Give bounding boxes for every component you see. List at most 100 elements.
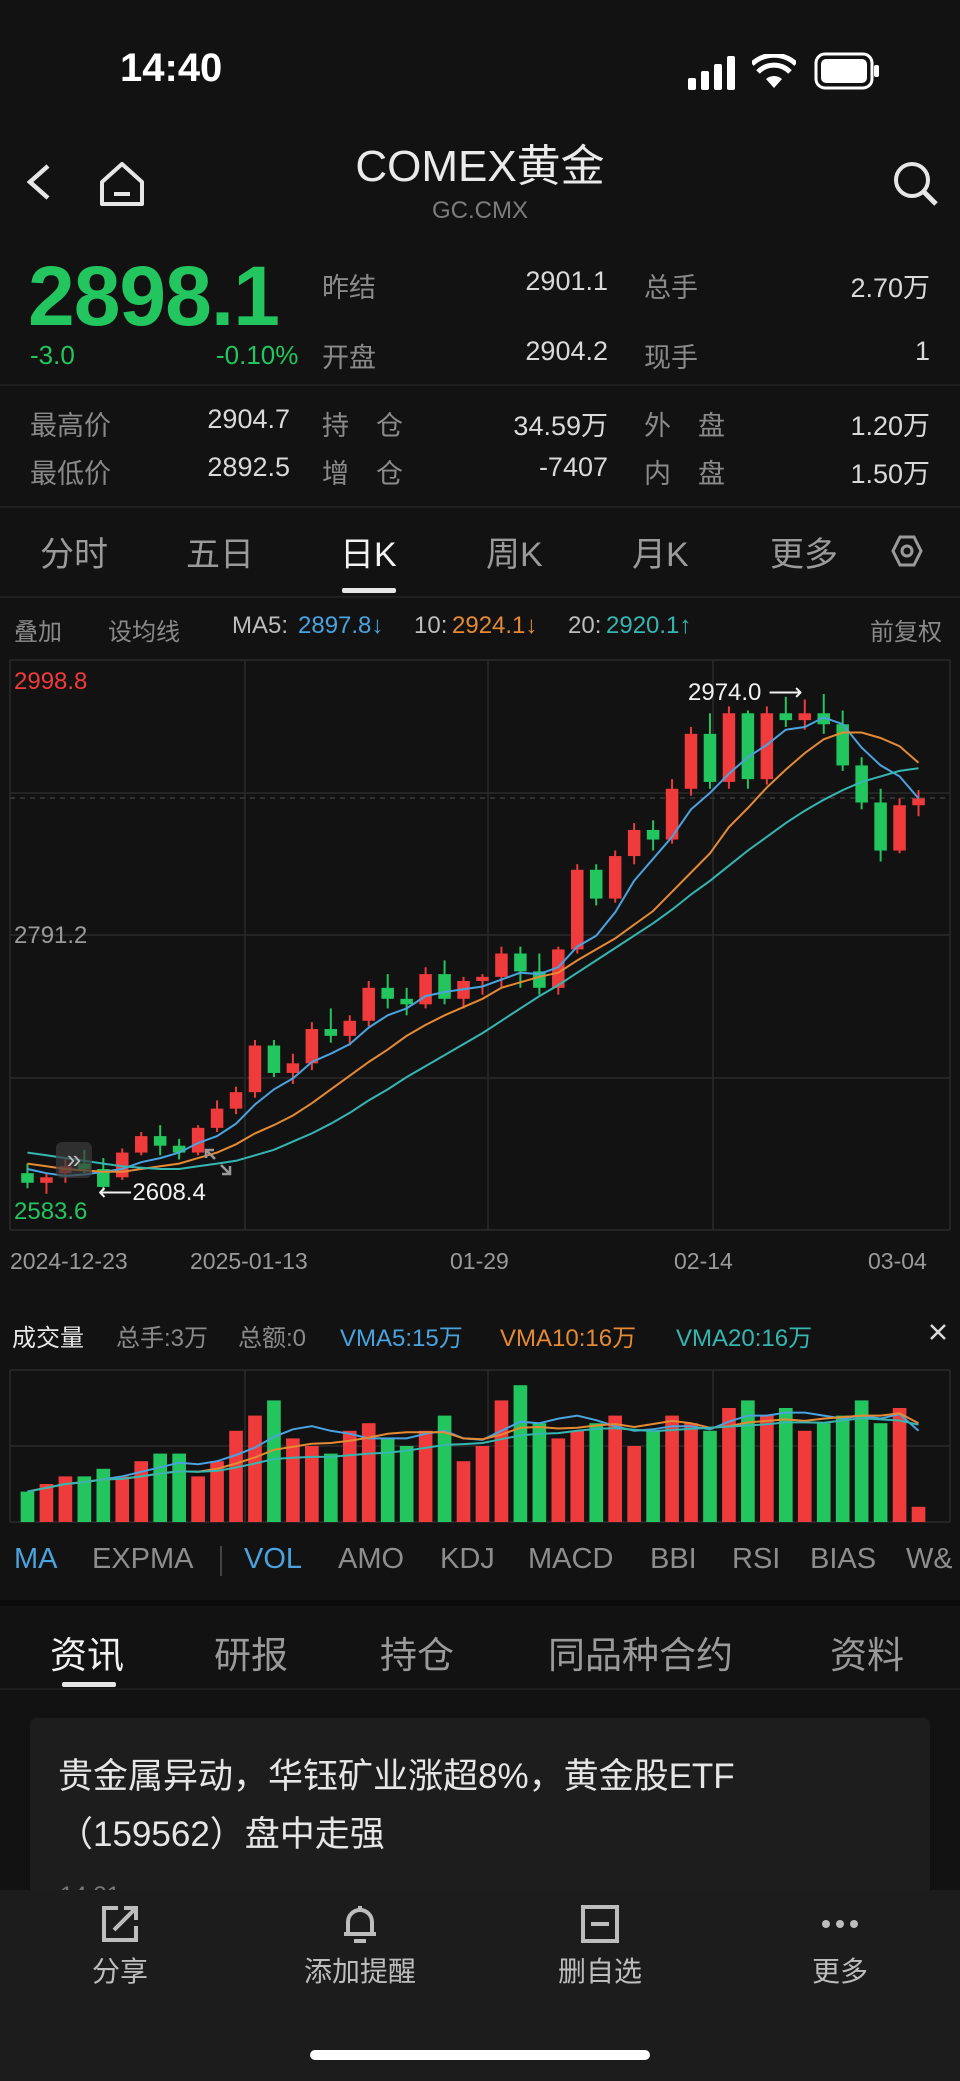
remove-watchlist-icon[interactable] (510, 1902, 690, 1951)
news-tab-profile[interactable]: 资料 (830, 1635, 904, 1676)
volume-bar (286, 1438, 300, 1522)
ma10-label: 10: (414, 612, 448, 639)
candle-body (874, 802, 887, 851)
tab-monthly-k[interactable]: 月K (632, 536, 689, 574)
bell-icon[interactable] (270, 1902, 450, 1951)
candle-body (97, 1169, 110, 1187)
share-icon[interactable] (30, 1902, 210, 1951)
ma5-line (27, 716, 920, 1177)
volume-bar (437, 1415, 452, 1522)
back-icon[interactable] (18, 160, 62, 204)
search-icon[interactable] (890, 158, 942, 210)
candle-body (324, 1029, 338, 1036)
close-icon[interactable] (928, 1322, 948, 1342)
candle-body (286, 1063, 300, 1073)
tab-daily-k[interactable]: 日K (340, 536, 397, 574)
indicator-tab-ma[interactable]: MA (14, 1543, 58, 1575)
volume-title: 成交量 (12, 1325, 84, 1352)
candle-body (589, 869, 603, 899)
indicator-tab-rsi[interactable]: RSI (732, 1543, 781, 1575)
tab-weekly-k[interactable]: 周K (486, 536, 543, 574)
chevrons-right-icon[interactable]: » (56, 1142, 92, 1178)
news-card[interactable] (30, 1718, 930, 1918)
news-tab-positions[interactable]: 持仓 (380, 1635, 454, 1676)
home-indicator (310, 2050, 650, 2060)
indicator-tab-wr[interactable]: W& (906, 1543, 952, 1575)
ma5-value: 2897.8↓ (298, 612, 384, 639)
share-button[interactable]: 分享 (91, 1956, 148, 1987)
candle-body (817, 713, 830, 725)
add-alert-button[interactable]: 添加提醒 (303, 1956, 416, 1987)
y-low-label: 2583.6 (14, 1198, 88, 1225)
volume-bar (684, 1423, 698, 1522)
page-subtitle: GC.CMX (432, 197, 528, 224)
candle-body (172, 1145, 186, 1153)
candle-body (362, 987, 375, 1021)
volume-bar (570, 1430, 585, 1522)
candle-body (305, 1029, 319, 1064)
price-change-percent: -0.10% (216, 340, 299, 370)
indicator-tab-bbi[interactable]: BBI (650, 1543, 697, 1575)
volume-total-hands: 总手:3万 (116, 1325, 209, 1352)
more-icon[interactable] (750, 1902, 930, 1951)
settings-icon[interactable] (890, 534, 924, 568)
candle-body (893, 805, 906, 851)
indicator-tab-amo[interactable]: AMO (338, 1543, 405, 1575)
candle-body (400, 998, 413, 1005)
stat-value: 2901.1 (525, 266, 608, 296)
candle-body (646, 829, 660, 840)
overlay-button[interactable]: 叠加 (14, 619, 62, 646)
set-ma-button[interactable]: 设均线 (108, 619, 180, 646)
min-price-annotation: ⟵2608.4 (98, 1179, 206, 1206)
tab-more[interactable]: 更多 (770, 536, 838, 574)
candlestick-chart[interactable] (0, 650, 960, 1690)
volume-bar (513, 1385, 528, 1522)
price-adjust-button[interactable]: 前复权 (870, 619, 942, 646)
x-tick-label: 02-14 (674, 1248, 733, 1274)
x-tick-label: 2024-12-23 (10, 1248, 128, 1274)
volume-bar (551, 1438, 566, 1522)
indicator-tab-bias[interactable]: BIAS (810, 1543, 877, 1575)
indicator-tab-macd[interactable]: MACD (528, 1543, 614, 1575)
volume-bars (20, 1385, 926, 1522)
indicator-tab-kdj[interactable]: KDJ (440, 1543, 495, 1575)
volume-bar (248, 1415, 262, 1522)
tab-intraday[interactable]: 分时 (40, 536, 108, 574)
indicator-tab-vol[interactable]: VOL (244, 1543, 303, 1575)
ma-lines (27, 716, 920, 1177)
volume-bar (854, 1400, 869, 1522)
news-tab-reports[interactable]: 研报 (214, 1635, 288, 1676)
volume-bar (797, 1430, 812, 1522)
ma5-label: MA5: (232, 612, 289, 639)
indicator-tab-expma[interactable]: EXPMA (92, 1543, 194, 1575)
candle-body (153, 1136, 167, 1146)
stat-value: 1 (914, 336, 930, 366)
news-tab-contracts[interactable]: 同品种合约 (548, 1635, 733, 1676)
volume-bar (532, 1423, 547, 1522)
volume-bar (722, 1408, 736, 1522)
vma10-value: VMA10:16万 (500, 1325, 637, 1352)
candle-body (627, 829, 641, 857)
volume-bar (608, 1415, 623, 1522)
candle-body (191, 1127, 205, 1153)
volume-bar (58, 1476, 73, 1522)
candle-body (40, 1177, 53, 1183)
news-title[interactable]: 贵金属异动，华钰矿业涨超8%，黄金股ETF（159562）盘中走强 (58, 1757, 735, 1854)
candle-body (684, 733, 698, 789)
vma20-line (27, 1417, 919, 1493)
tab-five-day[interactable]: 五日 (186, 536, 254, 574)
candle-body (798, 713, 812, 721)
home-icon[interactable] (96, 158, 148, 210)
candle-body (134, 1136, 148, 1153)
volume-bar (267, 1400, 281, 1522)
last-price: 2898.1 (28, 249, 280, 343)
ma20-value: 2920.1↑ (606, 612, 692, 639)
volume-bar (115, 1476, 130, 1522)
news-tab-info[interactable]: 资讯 (50, 1635, 124, 1676)
y-high-label: 2998.8 (14, 668, 88, 695)
more-button[interactable]: 更多 (811, 1956, 868, 1987)
remove-watchlist-button[interactable]: 删自选 (557, 1956, 642, 1987)
expand-icon[interactable] (202, 1146, 234, 1178)
volume-bar (835, 1415, 850, 1522)
active-tab-indicator (342, 588, 396, 593)
